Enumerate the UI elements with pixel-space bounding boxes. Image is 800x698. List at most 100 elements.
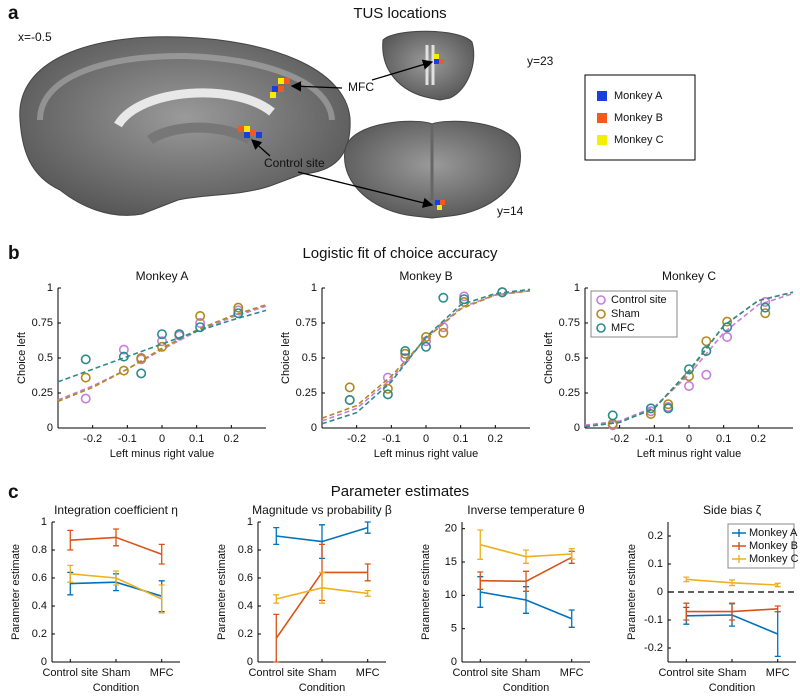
y-tick-label: 0.75 <box>32 317 53 329</box>
y-tick-label: -0.1 <box>644 614 663 626</box>
error-bar <box>683 576 690 583</box>
y-tick-label: 0 <box>47 422 53 434</box>
error-bar <box>364 563 371 582</box>
section-title: TUS locations <box>353 5 446 22</box>
panel-letter: c <box>8 482 19 503</box>
y-tick-label: 20 <box>445 523 457 535</box>
y-tick-label: 0.75 <box>559 317 580 329</box>
error-bar <box>67 564 74 583</box>
error-bar <box>364 521 371 534</box>
data-point <box>382 372 393 383</box>
x-tick-label: 0 <box>159 433 165 445</box>
error-bar <box>568 609 575 628</box>
legend-swatch <box>597 135 607 145</box>
y-tick-label: -0.2 <box>644 642 663 654</box>
error-bar <box>523 549 529 564</box>
data-point <box>760 302 771 313</box>
y-tick-label: 0 <box>451 656 457 668</box>
y-tick-label: 0.5 <box>38 352 53 364</box>
slice-label: y=14 <box>497 204 524 218</box>
legend-marker <box>596 295 606 305</box>
section-title: Parameter estimates <box>331 483 469 500</box>
data-point <box>722 316 733 327</box>
data-point <box>174 329 185 340</box>
y-axis-label: Choice left <box>16 332 28 384</box>
chart-title: Side bias ζ <box>703 503 762 517</box>
y-tick-label: 0.2 <box>648 530 663 542</box>
x-tick-label: 0 <box>423 433 429 445</box>
data-point <box>459 294 470 305</box>
x-axis-label: Left minus right value <box>110 448 215 460</box>
data-point <box>400 345 411 356</box>
y-tick-label: 0.4 <box>32 600 47 612</box>
data-point <box>420 341 431 352</box>
legend-label: Sham <box>611 308 640 320</box>
data-point <box>157 341 168 352</box>
y-tick-label: 1 <box>574 282 580 294</box>
data-point <box>438 327 449 338</box>
x-tick-label: Sham <box>718 667 747 679</box>
x-tick-label: 0.2 <box>224 433 239 445</box>
fit-curve <box>57 305 267 401</box>
legend-label: Monkey B <box>614 112 663 124</box>
x-tick-label: MFC <box>560 667 584 679</box>
data-point <box>344 394 355 405</box>
data-point <box>722 331 733 342</box>
section-title: Logistic fit of choice accuracy <box>302 245 498 262</box>
data-point <box>233 308 244 319</box>
data-point <box>701 336 712 347</box>
x-tick-label: -0.2 <box>83 433 102 445</box>
error-bar <box>683 602 690 621</box>
legend-marker <box>732 542 746 550</box>
slice-label: y=23 <box>527 54 554 68</box>
x-axis-label: Condition <box>93 682 139 694</box>
data-point <box>195 317 206 328</box>
data-point <box>344 382 355 393</box>
fit-curve <box>321 288 531 425</box>
y-axis-label: Parameter estimate <box>420 544 432 640</box>
y-tick-label: 0.8 <box>238 544 253 556</box>
data-point <box>136 368 147 379</box>
data-point <box>157 329 168 340</box>
x-tick-label: MFC <box>150 667 174 679</box>
data-point <box>663 403 674 414</box>
error-bar <box>477 571 484 590</box>
y-tick-label: 0 <box>574 422 580 434</box>
data-point <box>118 365 129 376</box>
data-point <box>80 393 91 404</box>
y-tick-label: 0.4 <box>238 600 253 612</box>
brain-images <box>19 30 521 219</box>
y-tick-label: 1 <box>247 516 253 528</box>
legend-label: Monkey B <box>749 540 798 552</box>
x-tick-label: MFC <box>766 667 790 679</box>
y-tick-label: 0.5 <box>302 352 317 364</box>
legend-marker <box>596 323 606 333</box>
legend-marker <box>732 529 746 537</box>
legend-label: Monkey A <box>749 527 798 539</box>
data-point <box>459 291 470 302</box>
data-point <box>233 302 244 313</box>
x-axis-label: Condition <box>709 682 755 694</box>
error-bar <box>523 570 529 592</box>
error-bar <box>113 528 119 547</box>
error-bar <box>113 570 119 586</box>
chart-title: Inverse temperature θ <box>467 503 585 517</box>
x-tick-label: -0.1 <box>382 433 401 445</box>
error-bar <box>67 529 74 551</box>
error-bar <box>158 543 165 565</box>
chart-title: Integration coefficient η <box>54 503 178 517</box>
data-point <box>420 331 431 342</box>
x-tick-label: Control site <box>658 667 714 679</box>
annotation: Control site <box>264 156 325 170</box>
data-point <box>683 380 694 391</box>
data-point <box>760 308 771 319</box>
legend-swatch <box>597 113 607 123</box>
x-axis-label: Left minus right value <box>637 448 742 460</box>
legend-label: Control site <box>611 294 667 306</box>
data-point <box>701 345 712 356</box>
data-point <box>118 344 129 355</box>
data-point <box>760 296 771 307</box>
legend-label: MFC <box>611 322 635 334</box>
y-tick-label: 15 <box>445 556 457 568</box>
data-point <box>645 403 656 414</box>
